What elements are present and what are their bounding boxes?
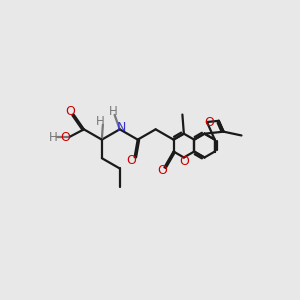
Text: O: O <box>179 155 189 168</box>
Text: H: H <box>49 131 58 144</box>
Text: N: N <box>116 122 126 134</box>
Text: H: H <box>96 115 105 128</box>
Text: O: O <box>66 105 76 118</box>
Text: O: O <box>127 154 136 167</box>
Text: O: O <box>61 131 70 144</box>
Text: H: H <box>109 106 118 118</box>
Text: O: O <box>157 164 167 177</box>
Text: O: O <box>204 116 214 128</box>
